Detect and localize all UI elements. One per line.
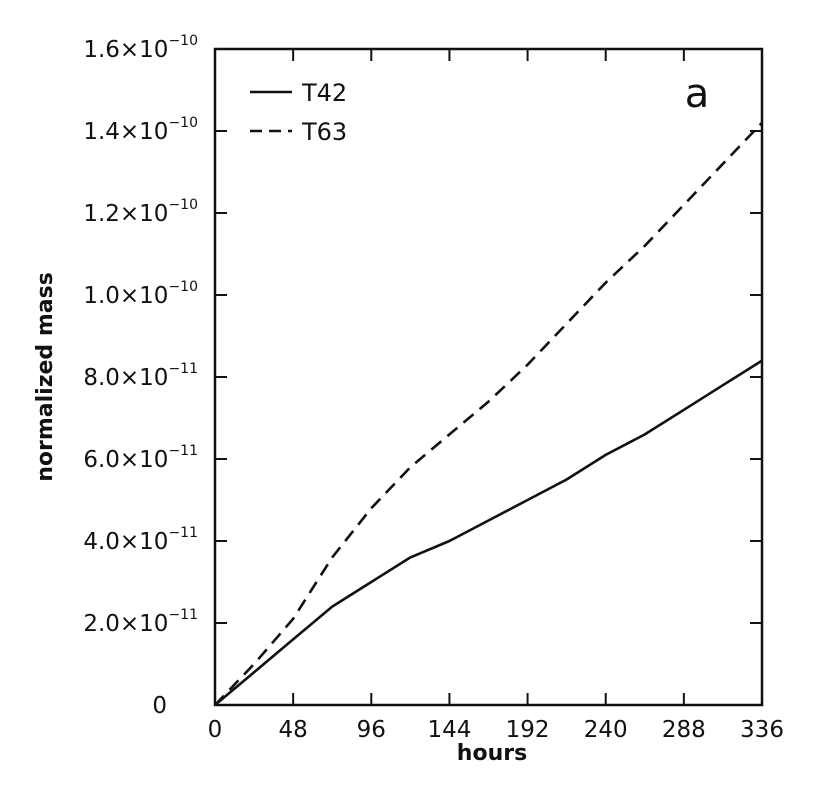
y-tick-exponent: −11 xyxy=(168,361,198,377)
y-tick-mantissa: 2.0×10 xyxy=(83,611,168,637)
y-tick-mantissa: 6.0×10 xyxy=(83,447,168,473)
y-tick-exponent: −10 xyxy=(168,33,198,49)
y-tick-label: 1.0×10−10 xyxy=(83,279,198,309)
y-tick-label: 6.0×10−11 xyxy=(83,443,198,473)
y-axis: 02.0×10−114.0×10−116.0×10−118.0×10−111.0… xyxy=(83,33,762,719)
y-tick-exponent: −11 xyxy=(168,443,198,459)
x-tick-label: 0 xyxy=(208,717,223,743)
legend-label-t63: T63 xyxy=(301,118,347,146)
y-tick-label: 8.0×10−11 xyxy=(83,361,198,391)
y-tick-mantissa: 1.0×10 xyxy=(83,283,168,309)
y-tick-mantissa: 1.4×10 xyxy=(83,119,168,145)
x-tick-label: 96 xyxy=(357,717,386,743)
x-axis-label: hours xyxy=(457,741,527,766)
y-tick-label: 0 xyxy=(152,693,167,719)
legend-label-t42: T42 xyxy=(301,79,347,107)
series-line-t63 xyxy=(214,121,763,706)
y-tick-label: 1.4×10−10 xyxy=(83,115,198,145)
y-tick-label: 1.2×10−10 xyxy=(83,197,198,227)
y-tick-exponent: −10 xyxy=(168,279,198,295)
plot-frame xyxy=(213,47,764,707)
y-tick-label: 1.6×10−10 xyxy=(83,33,198,63)
y-tick-label: 2.0×10−11 xyxy=(83,607,198,637)
y-tick-exponent: −11 xyxy=(168,607,198,623)
x-tick-label: 48 xyxy=(279,717,308,743)
y-axis-label: normalized mass xyxy=(33,272,58,482)
plot-area xyxy=(214,121,763,706)
y-tick-exponent: −11 xyxy=(168,525,198,541)
x-tick-label: 144 xyxy=(427,717,471,743)
x-tick-label: 240 xyxy=(584,717,628,743)
series-line-t42 xyxy=(214,359,763,706)
y-tick-mantissa: 1.2×10 xyxy=(83,201,168,227)
panel-label: a xyxy=(685,71,710,117)
y-tick-mantissa: 4.0×10 xyxy=(83,529,168,555)
x-tick-label: 336 xyxy=(740,717,784,743)
y-tick-label: 4.0×10−11 xyxy=(83,525,198,555)
y-tick-mantissa: 8.0×10 xyxy=(83,365,168,391)
x-tick-label: 192 xyxy=(506,717,550,743)
x-axis: 0 48 96 144 192 240 288 336 xyxy=(208,49,784,743)
y-tick-exponent: −10 xyxy=(168,197,198,213)
y-tick-exponent: −10 xyxy=(168,115,198,131)
x-tick-label: 288 xyxy=(662,717,706,743)
y-tick-mantissa: 1.6×10 xyxy=(83,37,168,63)
